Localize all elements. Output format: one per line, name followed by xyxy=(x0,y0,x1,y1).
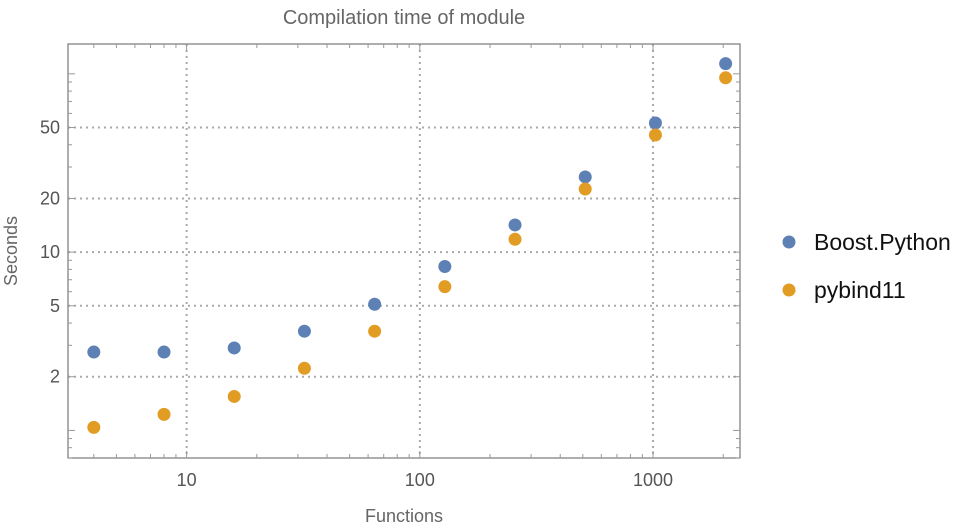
legend-marker-boost-python xyxy=(782,235,796,249)
x-tick-label: 10 xyxy=(177,470,197,490)
data-point-pybind11 xyxy=(227,389,241,403)
grid-lines xyxy=(68,44,740,458)
data-point-pybind11 xyxy=(297,361,311,375)
data-point-boost-python xyxy=(157,345,171,359)
y-tick-labels: 2 5 10 20 50 xyxy=(40,117,60,386)
data-point-boost-python xyxy=(297,324,311,338)
legend: Boost.Python pybind11 xyxy=(782,229,951,303)
data-point-boost-python xyxy=(719,57,733,71)
plot-frame xyxy=(67,43,741,459)
data-point-pybind11 xyxy=(578,182,592,196)
y-axis-title: Seconds xyxy=(1,216,21,286)
data-point-pybind11 xyxy=(157,407,171,421)
legend-label-pybind11: pybind11 xyxy=(814,277,906,303)
data-point-boost-python xyxy=(648,116,662,130)
y-tick-label: 50 xyxy=(40,117,60,137)
data-point-boost-python xyxy=(368,297,382,311)
data-point-boost-python xyxy=(578,170,592,184)
data-point-pybind11 xyxy=(508,232,522,246)
data-point-boost-python xyxy=(438,260,452,274)
data-point-boost-python xyxy=(87,345,101,359)
x-tick-labels: 10 100 1000 xyxy=(177,470,673,490)
y-tick-label: 5 xyxy=(50,296,60,316)
axis-ticks xyxy=(68,44,740,459)
data-point-pybind11 xyxy=(719,71,733,85)
legend-label-boost-python: Boost.Python xyxy=(814,229,951,255)
y-tick-label: 10 xyxy=(40,242,60,262)
x-tick-label: 1000 xyxy=(633,470,673,490)
data-point-pybind11 xyxy=(438,280,452,294)
data-point-boost-python xyxy=(508,218,522,232)
data-points xyxy=(87,57,733,434)
data-point-pybind11 xyxy=(368,324,382,338)
chart-title: Compilation time of module xyxy=(283,7,525,29)
data-point-pybind11 xyxy=(648,128,662,142)
y-tick-label: 2 xyxy=(50,367,60,387)
legend-marker-pybind11 xyxy=(782,283,796,297)
y-tick-label: 20 xyxy=(40,188,60,208)
legend-item-pybind11[interactable]: pybind11 xyxy=(782,277,906,303)
data-point-boost-python xyxy=(227,341,241,355)
x-axis-title: Functions xyxy=(365,506,443,525)
data-point-pybind11 xyxy=(87,420,101,434)
legend-item-boost-python[interactable]: Boost.Python xyxy=(782,229,951,255)
x-tick-label: 100 xyxy=(405,470,435,490)
